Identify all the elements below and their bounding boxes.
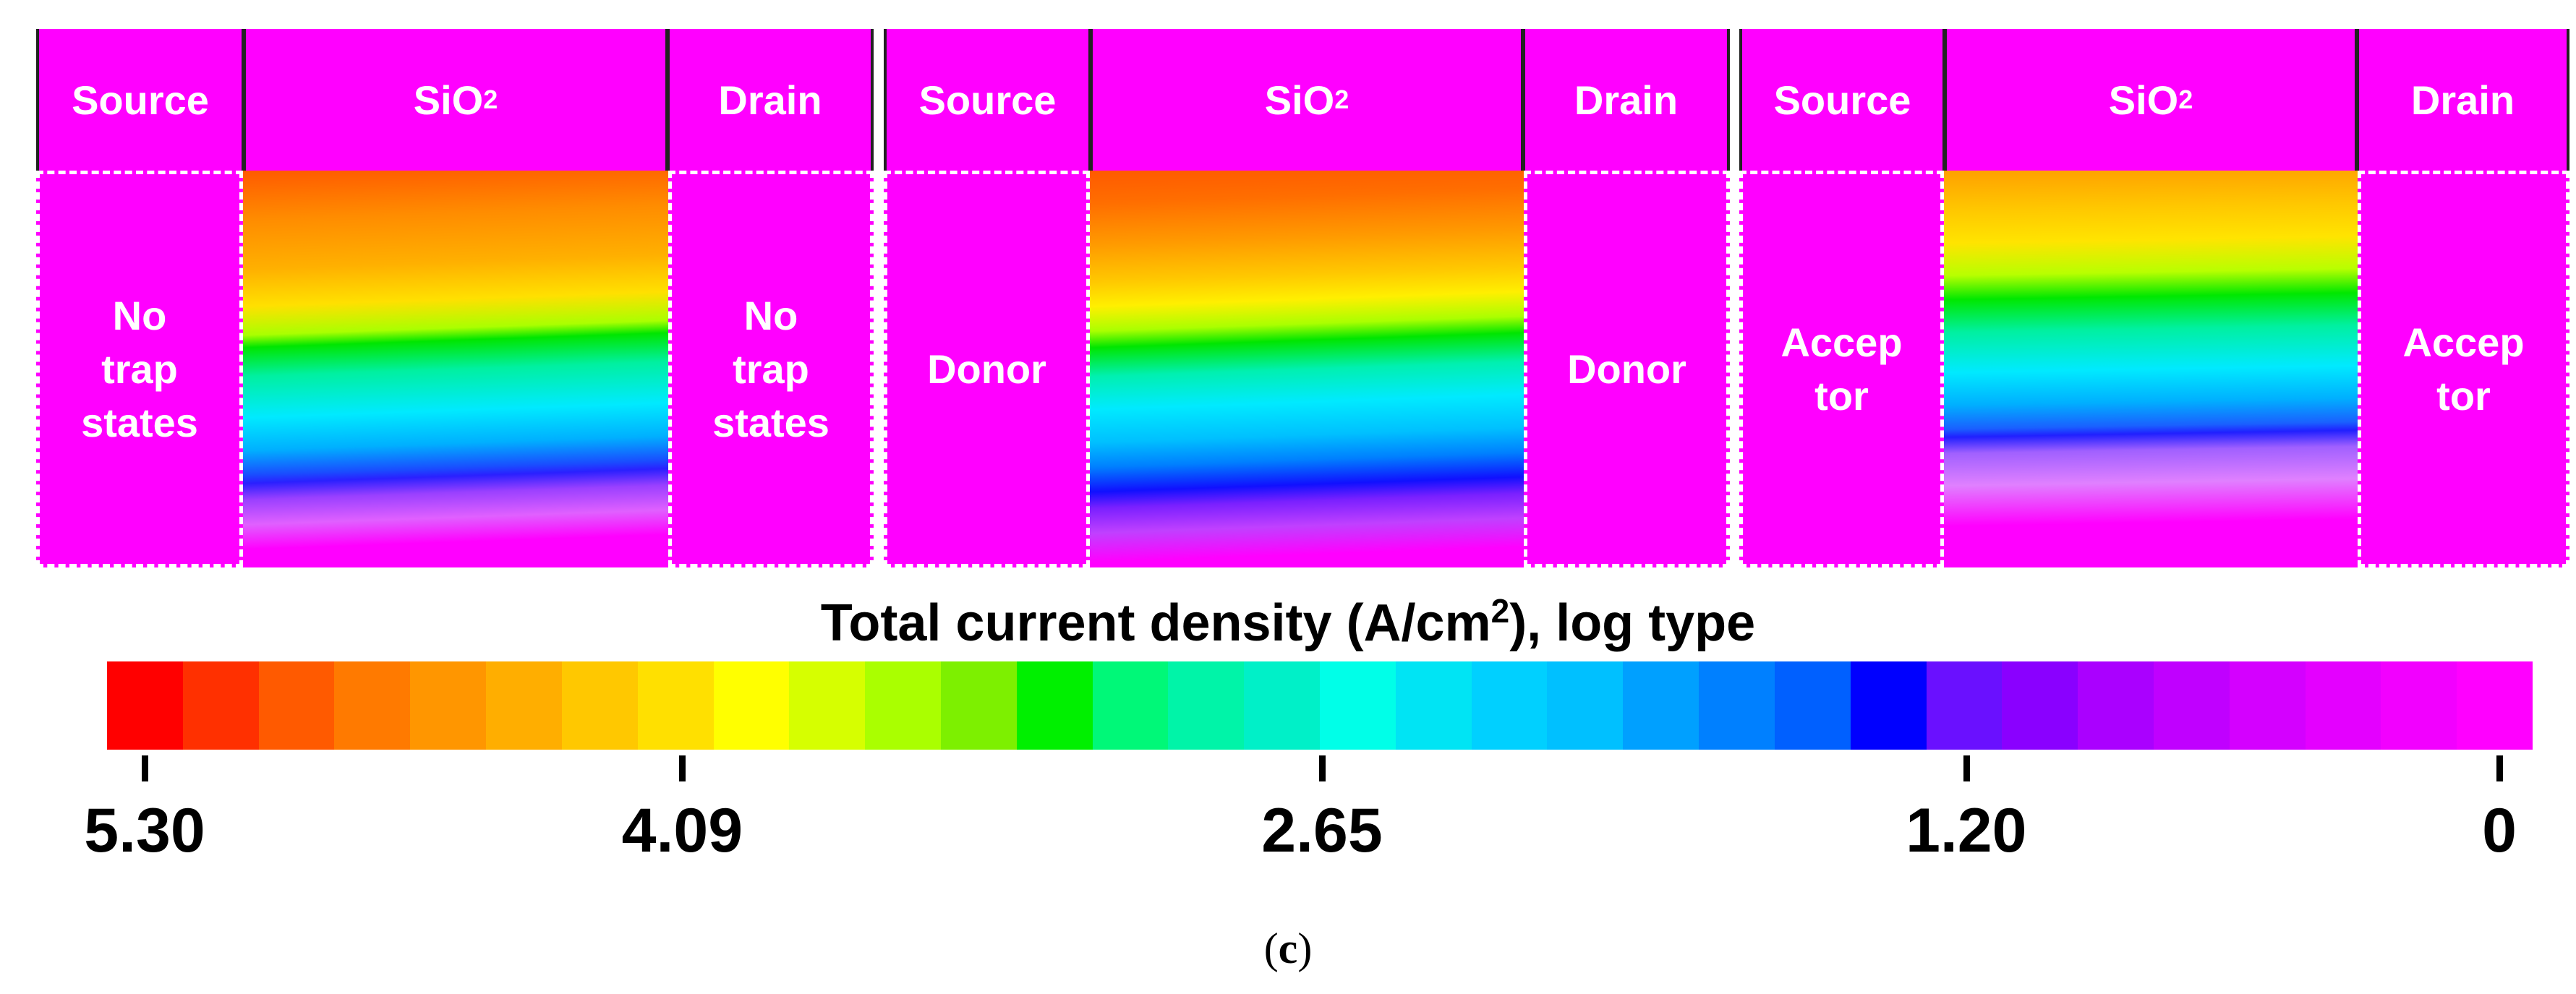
colorbar-tick-mark (142, 755, 148, 781)
colorbar-swatch (182, 661, 259, 750)
colorbar-tick-mark (1963, 755, 1970, 781)
source-region-text: Accep (1780, 319, 1903, 365)
colorbar-swatch (561, 661, 638, 750)
colorbar-swatch (1850, 661, 1927, 750)
colorbar-swatch (713, 661, 790, 750)
source-header: Source (36, 29, 244, 171)
colorbar-tick-label: 4.09 (621, 796, 743, 865)
source-region: Donor (884, 171, 1090, 567)
colorbar-swatch (334, 661, 411, 750)
oxide-header: SiO 2 (1090, 29, 1524, 171)
drain-region: Donor (1524, 171, 1730, 567)
colorbar-swatch (1395, 661, 1472, 750)
colorbar-swatch (2457, 661, 2533, 750)
drain-header: Drain (1522, 29, 1730, 171)
colorbar-swatch (1774, 661, 1851, 750)
drain-region-text: tor (2436, 372, 2491, 419)
source-region-text: states (81, 399, 198, 445)
drain-region-text: states (712, 399, 829, 445)
source-region-text: tor (1814, 372, 1869, 419)
drain-region-text: trap (733, 346, 809, 392)
colorbar-swatch (2002, 661, 2078, 750)
panel-3: Source SiO 2 Drain Accep tor Accep tor (1739, 29, 2569, 571)
drain-region-text: Accep (2402, 319, 2525, 365)
colorbar-swatch (1926, 661, 2003, 750)
colorbar-title: Total current density (A/cm2), log type (820, 592, 1756, 652)
channel-current-map (243, 171, 668, 567)
colorbar-swatch (258, 661, 335, 750)
colorbar-swatch (107, 661, 183, 750)
colorbar-swatch (1699, 661, 1775, 750)
channel-current-map (1944, 171, 2358, 567)
colorbar-swatch (1320, 661, 1396, 750)
colorbar-swatch (865, 661, 941, 750)
source-region-text: Donor (927, 346, 1046, 392)
source-region-text: trap (101, 346, 178, 392)
colorbar-swatch (2153, 661, 2230, 750)
colorbar-swatch (1547, 661, 1624, 750)
source-header: Source (884, 29, 1091, 171)
source-region-text: No (112, 292, 167, 338)
drain-region: No trap states (668, 171, 874, 567)
colorbar-swatch (1168, 661, 1245, 750)
colorbar-swatch (2305, 661, 2381, 750)
drain-region: Accep tor (2358, 171, 2569, 567)
colorbar-swatch (940, 661, 1017, 750)
colorbar-tick-mark (1319, 755, 1326, 781)
colorbar-swatch (1244, 661, 1320, 750)
colorbar-tick-mark (2496, 755, 2503, 781)
colorbar-tick-label: 2.65 (1261, 796, 1383, 865)
oxide-header: SiO 2 (1944, 29, 2358, 171)
colorbar-swatch (2381, 661, 2457, 750)
drain-region-text: No (743, 292, 798, 338)
source-header: Source (1739, 29, 1945, 171)
colorbar-swatch (637, 661, 714, 750)
colorbar-tick-label: 1.20 (1906, 796, 2027, 865)
colorbar-swatch (789, 661, 866, 750)
panel-2: Source SiO 2 Drain Donor Donor (884, 29, 1730, 571)
colorbar-swatch (2078, 661, 2154, 750)
colorbar-tick-label: 0 (2482, 796, 2517, 865)
panel-1: Source SiO 2 Drain No trap states No trap states (36, 29, 874, 571)
colorbar-swatch (410, 661, 487, 750)
drain-header: Drain (667, 29, 874, 171)
colorbar-swatch (1623, 661, 1699, 750)
colorbar-swatch (1092, 661, 1169, 750)
colorbar-swatch (486, 661, 562, 750)
source-region: No trap states (36, 171, 243, 567)
colorbar (107, 661, 2533, 750)
figure-caption: (c) (1263, 925, 1313, 972)
colorbar-swatch (1016, 661, 1093, 750)
oxide-header: SiO 2 (243, 29, 668, 171)
colorbar-tick-mark (679, 755, 686, 781)
drain-region-text: Donor (1567, 346, 1686, 392)
colorbar-tick-label: 5.30 (84, 796, 205, 865)
drain-header: Drain (2356, 29, 2569, 171)
colorbar-swatch (1471, 661, 1548, 750)
colorbar-swatch (2229, 661, 2306, 750)
channel-current-map (1090, 171, 1524, 567)
source-region: Accep tor (1739, 171, 1944, 567)
